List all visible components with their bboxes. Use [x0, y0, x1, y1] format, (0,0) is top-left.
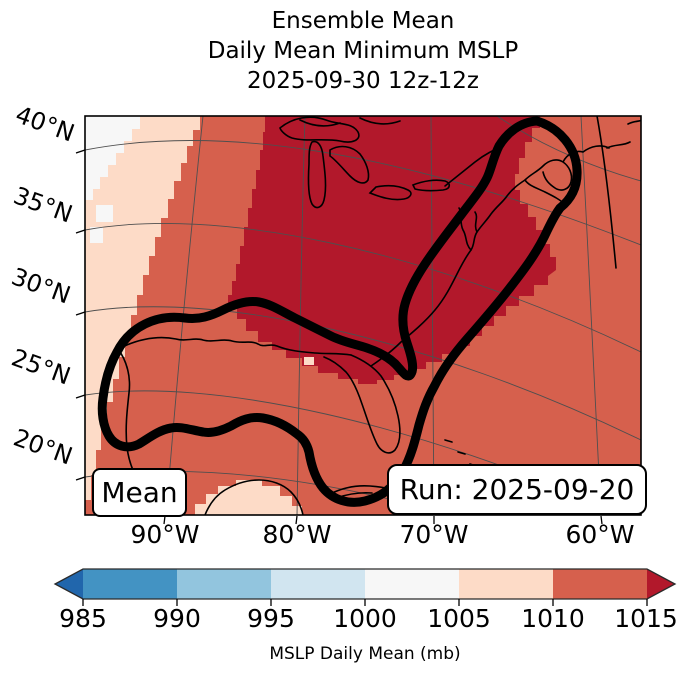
coastline-lake-erie: [368, 184, 412, 201]
colorbar-seg-1005-1010: [459, 569, 553, 599]
lon-label-90w: 90°W: [130, 520, 200, 549]
mean-annotation-text: Mean: [101, 476, 178, 509]
title-line-3: 2025-09-30 12z-12z: [247, 68, 479, 94]
colorbar-tick-1015: 1015: [614, 604, 678, 633]
colorbar-tick-1005: 1005: [427, 604, 491, 633]
fill-dark-red-region: [228, 116, 556, 384]
coastline-florida: [323, 354, 401, 454]
mean-contour-line: [97, 116, 582, 507]
colorbar-tick-995: 995: [247, 604, 295, 633]
colorbar-seg-1000-1005: [365, 569, 459, 599]
colorbar-seg-985-990: [83, 569, 177, 599]
fill-white-patch-3: [90, 227, 103, 243]
tick-lon-90w: [163, 515, 166, 525]
colorbar-tick-1010: 1010: [521, 604, 585, 633]
fill-white-patch-1: [85, 116, 140, 200]
colorbar-seg-990-995: [177, 569, 271, 599]
coastline-gulf: [117, 336, 352, 356]
title-line-1: Ensemble Mean: [271, 8, 455, 34]
colorbar-extend-left: [55, 569, 83, 599]
colorbar-tick-985: 985: [59, 604, 107, 633]
tick-lat-20n: [75, 476, 86, 481]
lon-label-60w: 60°W: [565, 520, 635, 549]
fill-white-patch-2: [96, 205, 113, 222]
tick-lat-35n: [75, 229, 86, 234]
tick-lon-60w: [600, 515, 603, 525]
lon-label-70w: 70°W: [399, 520, 469, 549]
coastline-lake-superior: [279, 116, 360, 143]
colorbar-extend-right: [647, 569, 675, 599]
graticule-lat-30n: [85, 306, 641, 441]
title-line-2: Daily Mean Minimum MSLP: [207, 38, 519, 64]
tick-lat-30n: [75, 311, 86, 316]
tick-lat-40n: [75, 149, 86, 154]
mean-annotation-box: Mean: [92, 468, 187, 517]
graticule-lat-35n: [85, 223, 641, 353]
colorbar-tick-990: 990: [153, 604, 201, 633]
fill-peach-west-band: [85, 116, 200, 500]
run-date-annotation-box: Run: 2025-09-20: [387, 464, 647, 515]
colorbar: [53, 568, 677, 606]
colorbar-ticks-marks: [82, 599, 648, 606]
run-date-annotation-text: Run: 2025-09-20: [399, 473, 635, 506]
axis-ticks: [75, 149, 603, 525]
coastline-lake-huron: [329, 145, 370, 184]
coastline-newfoundland: [596, 116, 641, 269]
fill-peach-speck: [304, 357, 314, 365]
fill-peach-yucatan: [195, 480, 302, 515]
coastline-lake-michigan: [307, 140, 327, 209]
colorbar-seg-995-1000: [271, 569, 365, 599]
colorbar-axis-label: MSLP Daily Mean (mb): [269, 644, 461, 664]
map-frame: [84, 115, 642, 516]
figure-title: Ensemble Mean Daily Mean Minimum MSLP 20…: [85, 6, 641, 96]
coastline-yucatan: [204, 479, 304, 515]
graticule-lat-40n: [85, 140, 641, 246]
lon-label-80w: 80°W: [262, 520, 332, 549]
coastline-canada-north: [299, 117, 401, 127]
colorbar-tick-1000: 1000: [333, 604, 397, 633]
tick-lat-25n: [75, 394, 86, 399]
colorbar-seg-1010-1015: [553, 569, 647, 599]
tick-lon-80w: [295, 515, 298, 525]
coastline-lake-ontario: [411, 179, 451, 192]
